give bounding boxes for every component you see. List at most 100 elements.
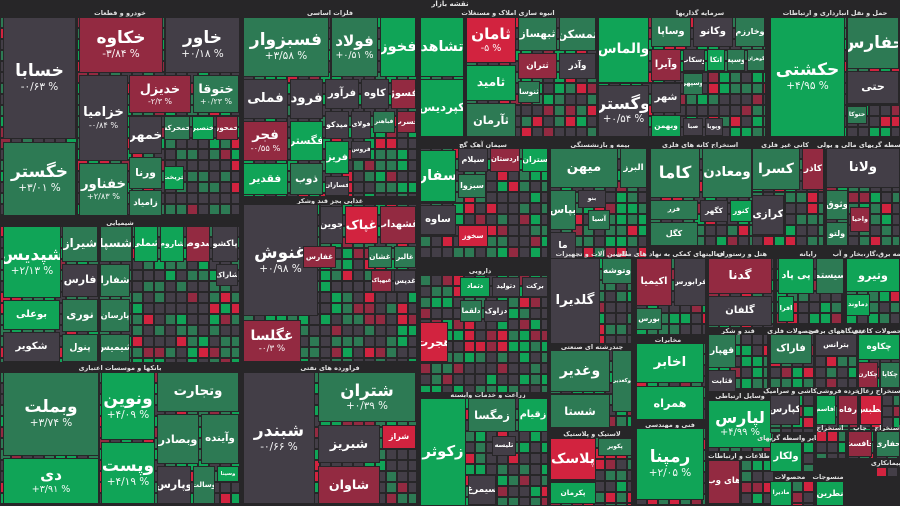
stock-tile[interactable]: فسازان — [325, 176, 349, 196]
stock-tile[interactable]: ثتران — [518, 53, 557, 79]
stock-tile[interactable]: فولای — [351, 111, 371, 139]
stock-tile[interactable]: شیراز — [62, 226, 98, 262]
stock-tile[interactable]: چکاوه — [858, 334, 900, 360]
stock-tile[interactable]: شفارا — [100, 264, 130, 297]
stock-tile[interactable]: شهر — [651, 83, 681, 113]
stock-tile[interactable]: وسپه — [727, 49, 745, 71]
stock-tile[interactable]: خمحرکه — [164, 116, 190, 140]
stock-tile[interactable]: شکویر — [3, 332, 60, 362]
stock-tile[interactable]: پکرمان — [550, 482, 596, 504]
stock-tile[interactable]: وسپهر — [683, 73, 703, 95]
stock-tile[interactable]: غشان — [368, 246, 392, 268]
stock-tile[interactable]: گوهران — [747, 49, 765, 71]
stock-tile[interactable]: مادیرا — [770, 481, 792, 506]
stock-tile[interactable]: وسکاب — [683, 49, 705, 71]
stock-tile[interactable]: دتماد — [460, 277, 490, 297]
stock-tile[interactable]: شاراک — [216, 264, 238, 286]
stock-tile[interactable]: قثابت — [708, 370, 736, 392]
stock-tile[interactable]: حتی — [847, 71, 899, 104]
stock-tile[interactable]: فرآور — [325, 79, 359, 109]
stock-tile[interactable]: شبریز — [318, 425, 380, 463]
stock-tile[interactable]: کاما — [650, 148, 700, 198]
stock-tile[interactable]: غالبر — [394, 246, 416, 268]
stock-tile[interactable]: چکاپا — [880, 362, 900, 388]
stock-tile[interactable]: وکغدیر — [612, 350, 632, 412]
stock-tile[interactable]: غبهپاک — [371, 270, 392, 292]
stock-tile[interactable]: وبهمن — [651, 115, 681, 137]
stock-tile[interactable]: شملی — [134, 226, 158, 262]
stock-tile[interactable]: والماس — [598, 17, 649, 83]
stock-tile[interactable]: پارسان — [100, 299, 130, 332]
stock-tile[interactable]: افاسم — [816, 395, 836, 425]
stock-tile[interactable]: فگستر — [290, 121, 323, 161]
stock-tile[interactable]: فرابورس — [674, 258, 706, 306]
stock-tile[interactable]: برکت — [522, 277, 548, 297]
stock-tile[interactable]: هجرت — [420, 322, 448, 362]
stock-tile[interactable]: ثامید — [466, 65, 516, 101]
stock-tile[interactable]: پنول — [62, 334, 98, 362]
stock-tile[interactable]: اخابر — [636, 343, 704, 383]
stock-tile[interactable]: سیستم — [816, 258, 844, 294]
stock-tile[interactable]: ثنوسا — [518, 81, 540, 103]
stock-tile[interactable]: غدیس — [394, 270, 416, 292]
stock-tile[interactable]: وآینده — [201, 414, 239, 464]
stock-tile[interactable]: سیلام — [458, 148, 488, 172]
stock-tile[interactable]: فارس — [62, 264, 98, 297]
stock-tile[interactable]: رمپنا +۲/۰۵ % — [636, 428, 704, 500]
stock-tile[interactable]: های وب — [708, 460, 740, 504]
stock-tile[interactable]: فزر — [650, 200, 698, 220]
stock-tile[interactable]: پی پاد — [778, 258, 814, 294]
stock-tile[interactable]: نطرین — [816, 481, 844, 506]
stock-tile[interactable]: فرود — [290, 79, 323, 119]
stock-tile[interactable]: فروس — [351, 141, 371, 159]
stock-tile[interactable]: دماوند — [846, 294, 870, 316]
stock-tile[interactable]: خزامیا -۰/۸۴ % — [79, 75, 128, 161]
stock-tile[interactable]: زقیام — [518, 398, 548, 432]
stock-tile[interactable]: کگل — [650, 222, 698, 246]
stock-tile[interactable]: غفارس — [303, 246, 336, 268]
stock-tile[interactable]: ومعادن — [702, 148, 752, 198]
stock-tile[interactable]: فاراک — [770, 334, 812, 364]
stock-tile[interactable]: فسرب — [397, 111, 416, 133]
stock-tile[interactable]: نوری — [62, 299, 98, 332]
stock-tile[interactable]: گدنا — [708, 258, 772, 294]
stock-tile[interactable]: البرز — [620, 148, 647, 188]
stock-tile[interactable]: تشاهد — [420, 17, 464, 77]
stock-tile[interactable]: دتولید — [492, 277, 520, 297]
stock-tile[interactable]: خسابا -۰/۶۳ % — [3, 17, 76, 139]
stock-tile[interactable]: ثآرمان — [466, 103, 516, 137]
stock-tile[interactable]: شتران +۰/۳۹ % — [318, 372, 416, 422]
stock-tile[interactable]: فقدیر — [243, 163, 288, 195]
stock-tile[interactable]: فملی — [243, 79, 288, 119]
stock-tile[interactable]: خدیزل -۲/۳ % — [129, 75, 191, 113]
stock-tile[interactable]: وپویا — [705, 118, 723, 136]
stock-tile[interactable]: فخوز — [380, 17, 416, 77]
stock-tile[interactable]: حفاری — [876, 431, 900, 457]
stock-tile[interactable]: بورس — [636, 308, 662, 330]
stock-tile[interactable]: شپدیس +۲/۱۳ % — [3, 226, 61, 298]
stock-tile[interactable]: کپارس — [770, 395, 800, 425]
stock-tile[interactable]: تلیسه — [492, 436, 516, 456]
stock-tile[interactable]: فولاد +۰/۵۱ % — [331, 17, 378, 77]
stock-tile[interactable]: خگستر +۳/۰۱ % — [3, 142, 76, 216]
stock-tile[interactable]: ختوقا +۰/۲۳ % — [193, 75, 239, 113]
stock-tile[interactable]: کرازی — [752, 195, 784, 235]
stock-tile[interactable]: وثوق — [826, 190, 848, 220]
stock-tile[interactable]: پکویر — [598, 438, 632, 456]
stock-tile[interactable]: وگستر +۰/۵۴ % — [598, 85, 649, 137]
stock-tile[interactable]: ونوین +۴/۰۹ % — [101, 372, 155, 440]
stock-tile[interactable]: غشهداب — [380, 206, 416, 244]
stock-tile[interactable]: شسپا — [100, 226, 132, 262]
stock-tile[interactable]: دی +۳/۹۱ % — [3, 458, 99, 504]
stock-tile[interactable]: واحیا — [850, 207, 870, 232]
stock-tile[interactable]: خفناور +۲/۸۳ % — [79, 163, 128, 216]
stock-tile[interactable]: ولکار — [770, 442, 802, 472]
stock-tile[interactable]: کپردیس — [420, 79, 464, 137]
stock-tile[interactable]: زکوثر — [420, 398, 466, 506]
stock-tile[interactable]: کطبس — [860, 395, 882, 425]
stock-tile[interactable]: وپست +۴/۱۹ % — [101, 442, 155, 504]
stock-tile[interactable]: فسوژ — [391, 79, 416, 109]
stock-tile[interactable]: ثمسکن — [559, 17, 596, 51]
stock-tile[interactable]: ثبهساز — [518, 17, 557, 51]
stock-tile[interactable]: ورنا — [129, 157, 162, 189]
